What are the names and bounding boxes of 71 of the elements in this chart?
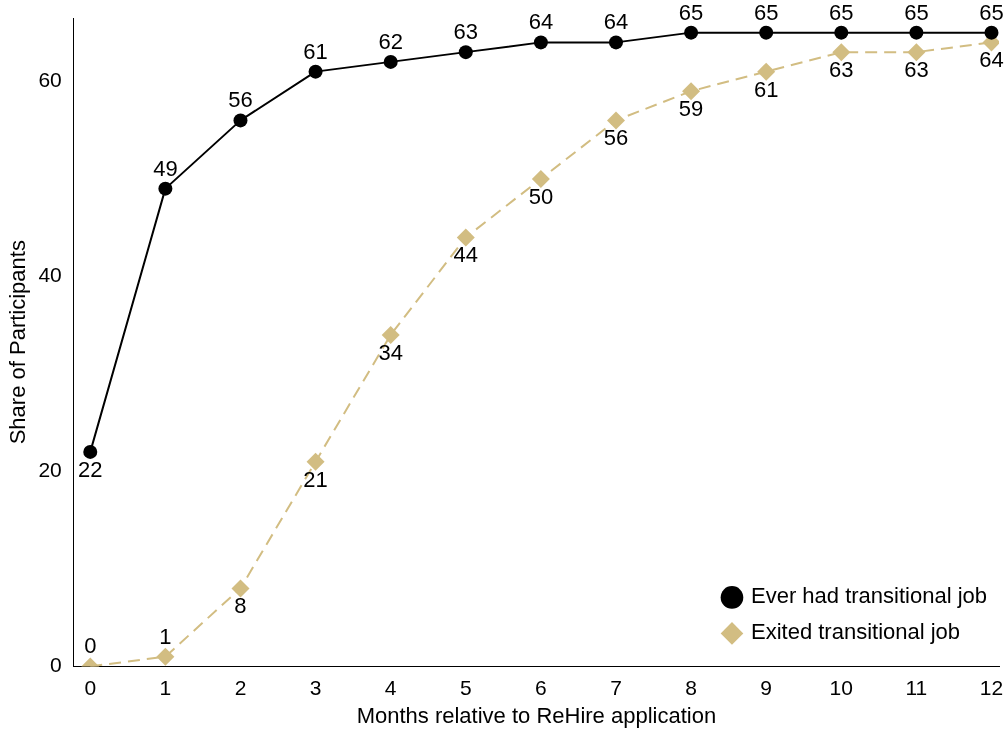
x-tick-label: 12 [979, 675, 1004, 699]
data-label: 63 [829, 57, 854, 83]
point [308, 64, 323, 79]
y-tick-label: 20 [38, 458, 62, 482]
point [832, 43, 851, 62]
point [907, 43, 926, 62]
data-label: 50 [528, 183, 554, 209]
point [456, 228, 475, 247]
data-label: 44 [453, 242, 479, 268]
point [684, 25, 699, 40]
y-tick-label: 60 [38, 68, 62, 92]
x-tick-label: 5 [459, 675, 472, 699]
point [533, 35, 548, 50]
y-axis-title: Share of Participants [5, 240, 31, 445]
point [231, 579, 250, 598]
point [158, 181, 173, 196]
data-label: 65 [829, 0, 854, 25]
data-label: 22 [78, 456, 103, 482]
point [233, 113, 248, 128]
point [984, 25, 999, 40]
data-label: 63 [453, 19, 479, 45]
x-tick-label: 11 [905, 675, 928, 699]
x-tick-label: 1 [159, 675, 172, 699]
point [757, 62, 776, 81]
data-label: 63 [904, 57, 929, 83]
data-label: 65 [753, 0, 779, 25]
x-tick-label: 3 [309, 675, 322, 699]
point [682, 82, 701, 101]
data-label: 64 [603, 9, 629, 35]
data-label: 0 [84, 633, 97, 659]
x-tick-label: 6 [535, 675, 547, 699]
data-label: 64 [528, 9, 554, 35]
point [909, 25, 924, 40]
data-label: 21 [303, 466, 328, 492]
x-tick-label: 0 [84, 675, 97, 699]
x-tick-label: 4 [384, 675, 397, 699]
data-label: 59 [678, 96, 704, 122]
data-label: 8 [234, 593, 247, 619]
point [383, 54, 398, 69]
data-label: 61 [303, 38, 328, 64]
data-label: 1 [159, 623, 172, 649]
point [759, 25, 774, 40]
x-tick-label: 8 [685, 675, 697, 699]
data-label: 64 [979, 47, 1004, 73]
point [156, 647, 175, 666]
x-tick-label: 10 [829, 675, 853, 699]
x-tick-label: 9 [760, 675, 773, 699]
point [83, 444, 98, 459]
data-label: 65 [904, 0, 929, 25]
point [606, 111, 625, 130]
y-tick-label: 0 [50, 653, 62, 677]
data-label: 34 [378, 339, 403, 365]
data-label: 56 [603, 125, 629, 151]
point [531, 169, 550, 188]
point [834, 25, 849, 40]
x-axis-title: Months relative to ReHire application [356, 702, 717, 728]
y-tick-label: 40 [38, 263, 62, 287]
data-label: 56 [228, 87, 253, 113]
x-tick-label: 2 [234, 675, 247, 699]
legend-label: Exited transitional job [750, 619, 961, 645]
data-label: 49 [153, 155, 178, 181]
point [381, 325, 400, 344]
data-label: 61 [753, 76, 779, 102]
x-tick-label: 7 [610, 675, 622, 699]
data-label: 65 [678, 0, 704, 25]
data-label: 65 [979, 0, 1004, 25]
point [306, 452, 325, 471]
data-label: 62 [378, 28, 403, 54]
point [458, 45, 473, 60]
legend-label: Ever had transitional job [750, 583, 987, 609]
point [608, 35, 623, 50]
